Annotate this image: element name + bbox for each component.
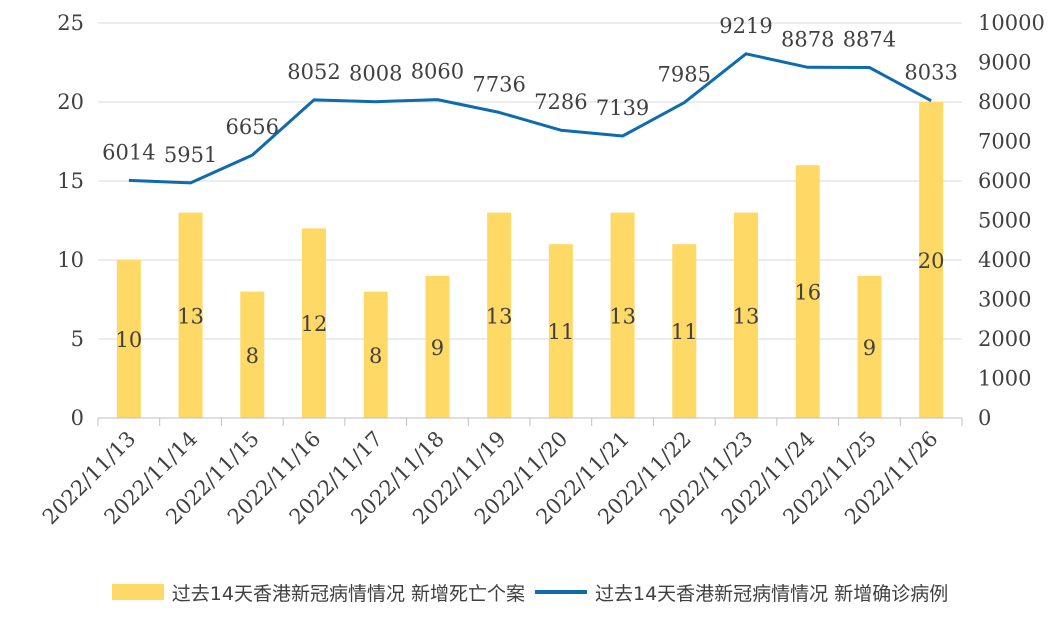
bar-data-label: 13 bbox=[486, 304, 513, 328]
bar-data-label: 9 bbox=[431, 336, 444, 360]
bar-data-label: 10 bbox=[115, 328, 142, 352]
line-data-label: 7985 bbox=[658, 63, 711, 87]
bar bbox=[795, 165, 820, 418]
bar-data-label: 8 bbox=[246, 344, 259, 368]
line-data-label: 9219 bbox=[719, 14, 772, 38]
series-line bbox=[128, 52, 932, 185]
line-data-label: 8008 bbox=[349, 62, 402, 86]
bar bbox=[425, 275, 450, 418]
bar bbox=[116, 260, 141, 418]
gridlines bbox=[98, 22, 962, 419]
bar-data-label: 20 bbox=[918, 249, 945, 273]
y-right-tick-label: 5000 bbox=[978, 209, 1031, 233]
bar bbox=[487, 212, 512, 418]
bar-data-label: 16 bbox=[794, 281, 821, 305]
line-data-label: 7286 bbox=[534, 90, 587, 114]
y-left-tick-label: 10 bbox=[57, 248, 84, 272]
bar bbox=[672, 244, 697, 418]
bar bbox=[240, 291, 265, 418]
y-right-tick-label: 9000 bbox=[978, 51, 1031, 75]
bar-data-label: 13 bbox=[177, 304, 204, 328]
bar-data-label: 11 bbox=[671, 320, 698, 344]
bar bbox=[919, 102, 944, 418]
bar-data-label: 13 bbox=[733, 304, 760, 328]
bar bbox=[734, 212, 758, 418]
line-data-label: 7736 bbox=[472, 72, 525, 96]
y-right-tick-label: 8000 bbox=[978, 90, 1031, 114]
y-left-tick-label: 0 bbox=[71, 406, 84, 430]
bar bbox=[302, 228, 326, 418]
bar-data-labels: 10 13 8 12 8 9 13 11 13 11 13 16 9 20 bbox=[115, 249, 944, 368]
bar bbox=[857, 275, 882, 418]
legend-label-deaths: 过去14天香港新冠病情情况 新增死亡个案 bbox=[171, 582, 525, 605]
y-right-tick-label: 10000 bbox=[978, 11, 1045, 35]
legend-swatch-bar bbox=[111, 584, 164, 600]
bar bbox=[178, 212, 203, 418]
line-data-label: 7139 bbox=[596, 96, 649, 120]
bar-data-label: 11 bbox=[547, 320, 574, 344]
legend-swatch-line bbox=[535, 590, 587, 594]
bar bbox=[610, 212, 635, 418]
y-left-tick-label: 20 bbox=[57, 90, 84, 114]
y-left-tick-label: 15 bbox=[57, 169, 84, 193]
line-data-label: 6014 bbox=[102, 140, 155, 164]
legend-item-cases: 过去14天香港新冠病情情况 新增确诊病例 bbox=[535, 579, 948, 606]
combo-chart: 0 5 10 15 20 25 0 1000 2000 3000 4000 5000 6000 7000… bbox=[38, 11, 1045, 530]
y-right-tick-label: 1000 bbox=[978, 367, 1031, 391]
y-right-tick-label: 2000 bbox=[978, 327, 1031, 351]
y-right-tick-label: 0 bbox=[978, 406, 991, 430]
line-series-cases bbox=[128, 52, 932, 185]
line-data-label: 8060 bbox=[411, 60, 464, 84]
line-data-label: 8874 bbox=[843, 27, 896, 51]
legend-label-cases: 过去14天香港新冠病情情况 新增确诊病例 bbox=[595, 582, 949, 605]
y-left-tick-label: 25 bbox=[57, 11, 84, 35]
y-right-tick-label: 6000 bbox=[978, 169, 1031, 193]
line-data-labels: 6014 5951 6656 8052 8008 8060 7736 7286 7139 7985… bbox=[102, 14, 958, 167]
y-axis-right: 0 1000 2000 3000 4000 5000 6000 7000 8000 9000 100… bbox=[978, 11, 1045, 430]
y-right-tick-label: 4000 bbox=[978, 248, 1031, 272]
line-data-label: 6656 bbox=[226, 115, 279, 139]
bar-data-label: 8 bbox=[369, 344, 382, 368]
bar-data-label: 13 bbox=[609, 304, 636, 328]
line-data-label: 5951 bbox=[164, 143, 217, 167]
line-data-label: 8052 bbox=[287, 60, 340, 84]
legend-item-deaths: 过去14天香港新冠病情情况 新增死亡个案 bbox=[111, 579, 525, 606]
y-axis-left: 0 5 10 15 20 25 bbox=[57, 11, 84, 430]
bar-data-label: 12 bbox=[301, 312, 328, 336]
bar bbox=[548, 244, 573, 418]
line-data-label: 8878 bbox=[781, 27, 834, 51]
bar-data-label: 9 bbox=[863, 336, 876, 360]
bar-series-deaths bbox=[116, 102, 944, 418]
line-data-label: 8033 bbox=[904, 61, 957, 85]
x-axis bbox=[97, 417, 963, 426]
legend: 过去14天香港新冠病情情况 新增死亡个案 过去14天香港新冠病情情况 新增确诊病… bbox=[0, 576, 1060, 608]
y-right-tick-label: 3000 bbox=[978, 288, 1031, 312]
y-left-tick-label: 5 bbox=[71, 327, 84, 351]
bar bbox=[363, 291, 388, 418]
x-tick-labels: 2022/11/132022/11/142022/11/152022/11/16… bbox=[38, 427, 943, 530]
y-right-tick-label: 7000 bbox=[978, 130, 1031, 154]
